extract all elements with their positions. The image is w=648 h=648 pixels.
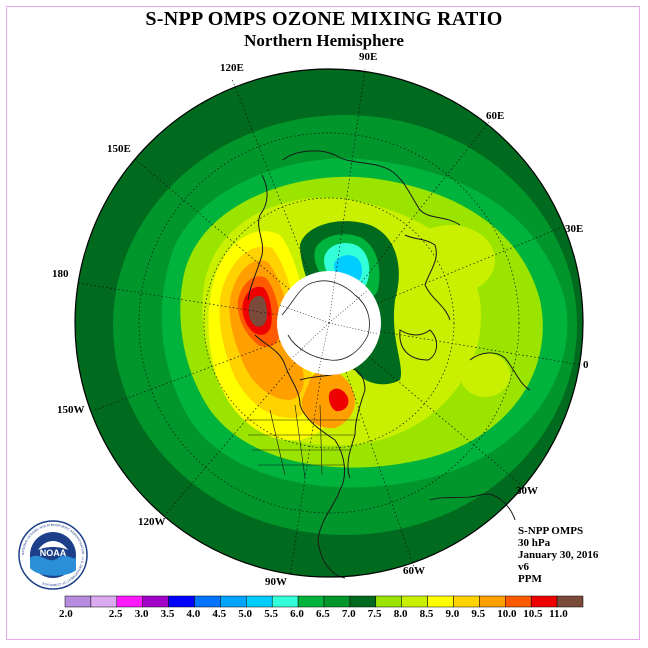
colorbar-swatch bbox=[220, 595, 247, 608]
colorbar-swatch bbox=[116, 595, 143, 608]
lon-label-30e: 30E bbox=[565, 223, 584, 235]
logo-bird bbox=[38, 541, 68, 550]
cap-meridian-e bbox=[328, 289, 369, 324]
colorbar-tick-label: 10.5 bbox=[523, 608, 543, 620]
colorbar-tick-label: 3.5 bbox=[160, 608, 175, 620]
latitude-circle-60 bbox=[203, 197, 455, 449]
ozone-band-11-0 bbox=[248, 295, 267, 327]
info-instrument: S-NPP OMPS bbox=[518, 525, 584, 537]
coast-africa bbox=[429, 493, 516, 521]
colorbar-swatch bbox=[401, 595, 428, 608]
lon-label-150e: 150E bbox=[107, 143, 131, 155]
coast-europe bbox=[404, 234, 451, 321]
meridian-30e bbox=[328, 227, 561, 324]
colorbar-swatch bbox=[556, 595, 584, 608]
colorbar-swatch bbox=[194, 595, 221, 608]
colorbar-tick-label: 9.5 bbox=[471, 608, 486, 620]
colorbar-tick-label: 4.0 bbox=[186, 608, 201, 620]
map-subtitle: Northern Hemisphere bbox=[244, 31, 404, 50]
colorbar-tick-label: 10.0 bbox=[497, 608, 517, 620]
info-date: January 30, 2016 bbox=[518, 549, 599, 561]
lon-label-30w: 30W bbox=[516, 485, 538, 497]
polar-cap-coastlines bbox=[281, 280, 370, 361]
colorbar-swatch bbox=[453, 595, 480, 608]
coast-arctic bbox=[281, 280, 370, 361]
colorbar-swatch bbox=[90, 595, 118, 608]
meridian-60e bbox=[328, 121, 490, 324]
colorbar-tick-label: 9.0 bbox=[445, 608, 460, 620]
meridian-90e bbox=[328, 68, 366, 324]
ozone-lobe-red bbox=[328, 388, 349, 412]
lon-label-120e: 120E bbox=[220, 62, 244, 74]
lon-label-0: 0 bbox=[583, 359, 589, 371]
graticule bbox=[77, 68, 583, 577]
colorbar-tick-label: 7.0 bbox=[341, 608, 356, 620]
colorbar-swatch bbox=[349, 595, 377, 608]
colorbar-tick-label: 5.5 bbox=[264, 608, 278, 620]
colorbar-tick-label: 8.0 bbox=[393, 608, 408, 620]
logo-text: NOAA bbox=[40, 548, 67, 558]
colorbar-swatch bbox=[64, 595, 92, 608]
state-line-5 bbox=[269, 409, 286, 476]
us-state-lines bbox=[245, 404, 360, 479]
lon-label-180: 180 bbox=[52, 268, 69, 280]
lon-label-150w: 150W bbox=[57, 404, 85, 416]
coast-eurasia-south bbox=[469, 352, 531, 391]
colorbar-tick-label: 7.5 bbox=[367, 608, 382, 620]
lon-label-60w: 60W bbox=[403, 565, 425, 577]
state-line-6 bbox=[294, 404, 306, 479]
coast-na-west bbox=[254, 334, 346, 491]
noaa-logo: NOAA NATIONAL OCEANIC AND ATMOSPHERIC AD… bbox=[18, 520, 88, 590]
colorbar-swatch bbox=[505, 595, 532, 608]
polar-cap-graticule bbox=[279, 270, 379, 375]
colorbar-tick-label: 8.5 bbox=[419, 608, 434, 620]
lon-label-90e: 90E bbox=[359, 51, 378, 63]
image-frame bbox=[6, 6, 640, 640]
colorbar-tick-label: 6.0 bbox=[290, 608, 304, 620]
colorbar-tick-label: 2.0 bbox=[59, 608, 73, 620]
colorbar-swatch bbox=[142, 595, 169, 608]
coast-greenland bbox=[399, 329, 437, 361]
colorbar-swatch bbox=[427, 595, 454, 608]
lon-label-60e: 60E bbox=[486, 110, 505, 122]
meridian-0 bbox=[328, 322, 583, 366]
coast-asia-east bbox=[247, 174, 268, 301]
colorbar bbox=[64, 595, 584, 608]
coast-central-america bbox=[317, 489, 346, 579]
colorbar-swatch bbox=[530, 595, 558, 608]
state-line-7 bbox=[319, 404, 323, 476]
map-boundary bbox=[74, 68, 584, 578]
colorbar-swatch bbox=[168, 595, 195, 608]
logo-wave bbox=[30, 555, 76, 576]
lon-label-90w: 90W bbox=[265, 576, 287, 588]
meridian-150w bbox=[94, 322, 330, 411]
colorbar-swatch bbox=[246, 595, 273, 608]
colorbar-tick-label: 5.0 bbox=[238, 608, 253, 620]
map-title: S-NPP OMPS OZONE MIXING RATIO bbox=[145, 8, 503, 30]
colorbar-swatch bbox=[479, 595, 506, 608]
lon-label-120w: 120W bbox=[138, 516, 166, 528]
info-level: 30 hPa bbox=[518, 537, 551, 549]
colorbar-tick-label: 2.5 bbox=[108, 608, 123, 620]
colorbar-swatch bbox=[375, 595, 402, 608]
colorbar-tick-label: 3.0 bbox=[134, 608, 149, 620]
colorbar-tick-label: 4.5 bbox=[212, 608, 227, 620]
meridian-60w bbox=[328, 322, 415, 568]
colorbar-swatch bbox=[297, 595, 325, 608]
colorbar-tick-label: 6.5 bbox=[316, 608, 330, 620]
latitude-circle-30 bbox=[138, 132, 520, 514]
info-version: v6 bbox=[518, 561, 529, 573]
ozone-patch-southeast bbox=[460, 353, 510, 397]
ozone-lobe-orange bbox=[301, 368, 355, 429]
meridian-90w bbox=[289, 322, 330, 577]
cap-meridian-f bbox=[291, 322, 330, 359]
colorbar-swatch bbox=[271, 595, 299, 608]
colorbar-swatch bbox=[323, 595, 351, 608]
info-units: PPM bbox=[518, 573, 542, 585]
meridian-30w bbox=[328, 322, 521, 485]
coast-asia-north bbox=[282, 150, 461, 226]
colorbar-tick-label: 11.0 bbox=[549, 608, 568, 620]
